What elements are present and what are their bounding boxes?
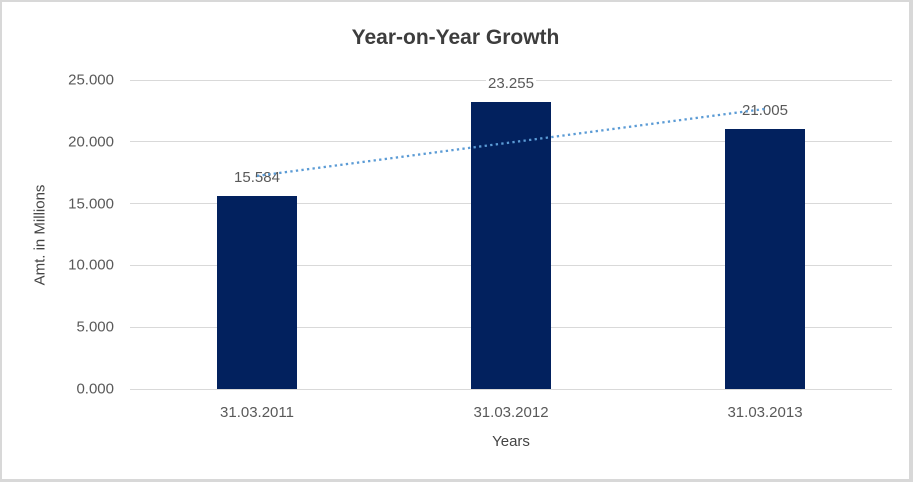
gridline bbox=[130, 388, 892, 390]
chart-title: Year-on-Year Growth bbox=[351, 26, 560, 49]
y-tick-label: 20.000 bbox=[68, 133, 114, 151]
y-tick-label: 5.000 bbox=[76, 318, 114, 336]
bar bbox=[217, 196, 297, 389]
bar-data-label: 15.584 bbox=[232, 169, 282, 187]
bar bbox=[471, 101, 551, 389]
y-tick-label: 10.000 bbox=[68, 256, 114, 274]
bar-data-label: 23.255 bbox=[486, 74, 536, 92]
bar-data-label: 21.005 bbox=[740, 102, 790, 120]
y-tick-label: 15.000 bbox=[68, 195, 114, 213]
x-axis-title: Years bbox=[492, 433, 530, 450]
x-tick-label: 31.03.2012 bbox=[473, 404, 549, 421]
y-tick-label: 25.000 bbox=[68, 71, 114, 89]
y-tick-label: 0.000 bbox=[76, 380, 114, 398]
x-tick-label: 31.03.2011 bbox=[220, 404, 294, 421]
bar bbox=[725, 129, 805, 389]
x-tick-label: 31.03.2013 bbox=[727, 404, 803, 421]
